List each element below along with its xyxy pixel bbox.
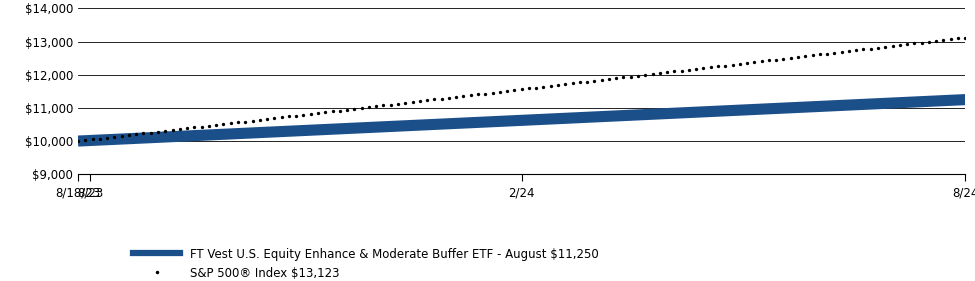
Legend: FT Vest U.S. Equity Enhance & Moderate Buffer ETF - August $11,250, S&P 500® Ind: FT Vest U.S. Equity Enhance & Moderate B…	[129, 243, 604, 281]
